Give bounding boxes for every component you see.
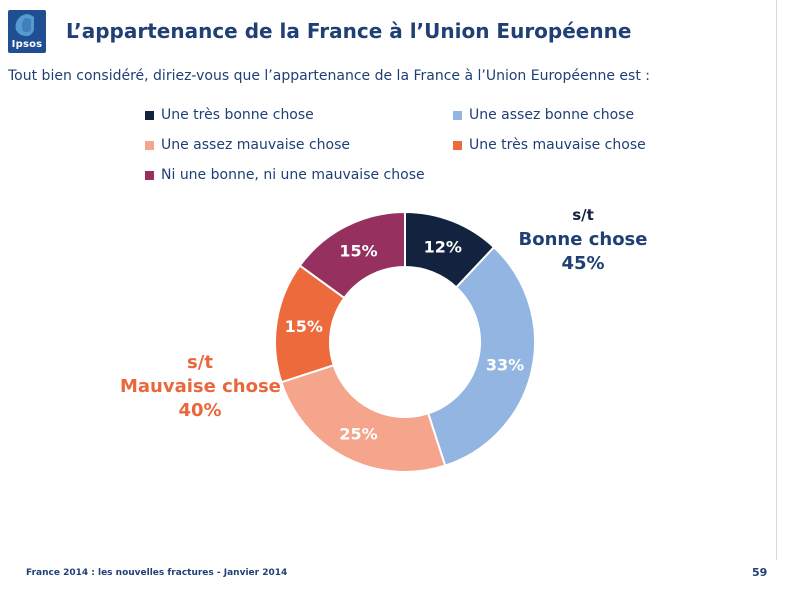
legend-item-ni-ni: Ni une bonne, ni une mauvaise chose: [145, 167, 425, 183]
legend-swatch: [145, 170, 154, 180]
legend-swatch: [145, 140, 154, 150]
survey-question: Tout bien considéré, diriez-vous que l’a…: [8, 68, 650, 84]
legend-item-assez-bonne: Une assez bonne chose: [453, 107, 634, 123]
slice-tres-bonne-label: 12%: [424, 238, 462, 257]
legend-label: Une très bonne chose: [161, 107, 314, 123]
legend-label: Une très mauvaise chose: [469, 137, 646, 153]
legend-swatch: [453, 110, 462, 120]
legend-item-tres-bonne: Une très bonne chose: [145, 107, 314, 123]
subtotal-bonne-label: Bonne chose: [518, 229, 648, 250]
subtotal-mauvaise-label: Mauvaise chose: [120, 376, 281, 397]
page-number: 59: [752, 566, 768, 579]
page-title: L’appartenance de la France à l’Union Eu…: [66, 19, 632, 43]
legend-item-assez-mauvaise: Une assez mauvaise chose: [145, 137, 350, 153]
slice-ni-ni-label: 15%: [339, 242, 377, 261]
legend-swatch: [145, 110, 154, 120]
slice-assez-bonne-label: 33%: [486, 355, 524, 374]
divider-line: [776, 0, 777, 560]
slice-assez-bonne: [426, 245, 536, 467]
footer-source: France 2014 : les nouvelles fractures - …: [26, 568, 288, 578]
logo-mark-icon: [15, 14, 34, 37]
subtotal-bonne: s/t Bonne chose 45%: [510, 206, 656, 274]
slice-assez-mauvaise: [280, 363, 447, 473]
subtotal-mauvaise-prefix: s/t: [187, 352, 213, 373]
legend-swatch: [453, 140, 462, 150]
legend-item-tres-mauvaise: Une très mauvaise chose: [453, 137, 646, 153]
subtotal-bonne-prefix: s/t: [572, 206, 594, 224]
logo-text: Ipsos: [11, 39, 43, 50]
subtotal-bonne-value: 45%: [561, 253, 605, 274]
legend-label: Une assez mauvaise chose: [161, 137, 351, 153]
legend-label: Ni une bonne, ni une mauvaise chose: [161, 167, 425, 183]
legend-label: Une assez bonne chose: [469, 107, 635, 123]
subtotal-mauvaise-value: 40%: [178, 400, 222, 421]
slice-tres-mauvaise-label: 15%: [285, 317, 323, 336]
subtotal-mauvaise: s/t Mauvaise chose 40%: [120, 352, 281, 421]
ipsos-logo: Ipsos: [8, 10, 46, 53]
slice-ni-ni: [298, 210, 406, 300]
slice-assez-mauvaise-label: 25%: [339, 424, 377, 443]
